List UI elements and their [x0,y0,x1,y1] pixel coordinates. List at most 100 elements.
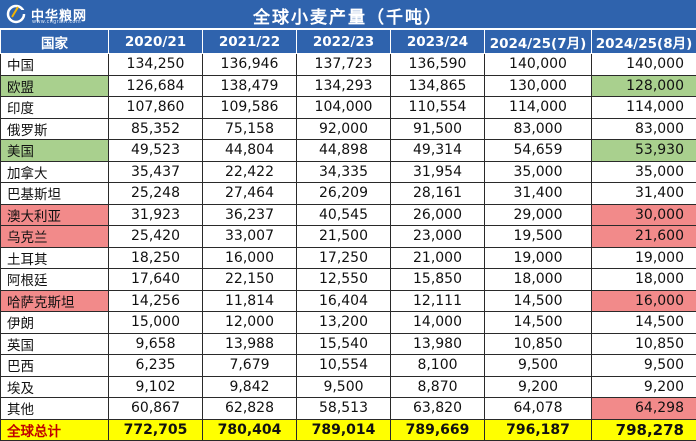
value-cell: 15,540 [297,333,391,355]
value-cell: 53,930 [592,140,696,162]
country-cell: 加拿大 [1,161,109,183]
value-cell: 27,464 [203,183,297,205]
value-cell: 8,870 [391,376,485,398]
wheat-production-table: 国家 2020/21 2021/22 2022/23 2023/24 2024/… [0,29,696,441]
value-cell: 75,158 [203,118,297,140]
value-cell: 19,000 [485,247,592,269]
value-cell: 17,250 [297,247,391,269]
value-cell: 9,500 [485,355,592,377]
column-header: 2023/24 [391,30,485,54]
column-header: 国家 [1,30,109,54]
value-cell: 7,679 [203,355,297,377]
total-value-cell: 780,404 [203,419,297,441]
value-cell: 10,554 [297,355,391,377]
value-cell: 60,867 [109,398,203,420]
total-value-cell: 789,014 [297,419,391,441]
value-cell: 63,820 [391,398,485,420]
value-cell: 136,946 [203,54,297,76]
value-cell: 29,000 [485,204,592,226]
page-title: 全球小麦产量（千吨） [0,3,696,28]
value-cell: 26,209 [297,183,391,205]
value-cell: 14,000 [391,312,485,334]
value-cell: 64,298 [592,398,696,420]
value-cell: 9,200 [592,376,696,398]
country-cell: 中国 [1,54,109,76]
value-cell: 18,250 [109,247,203,269]
value-cell: 8,100 [391,355,485,377]
value-cell: 14,256 [109,290,203,312]
value-cell: 140,000 [592,54,696,76]
country-cell: 阿根廷 [1,269,109,291]
value-cell: 138,479 [203,75,297,97]
value-cell: 21,500 [297,226,391,248]
value-cell: 31,400 [485,183,592,205]
value-cell: 62,828 [203,398,297,420]
country-cell: 巴基斯坦 [1,183,109,205]
value-cell: 109,586 [203,97,297,119]
value-cell: 10,850 [592,333,696,355]
value-cell: 92,000 [297,118,391,140]
value-cell: 19,500 [485,226,592,248]
value-cell: 14,500 [485,312,592,334]
value-cell: 25,248 [109,183,203,205]
value-cell: 9,102 [109,376,203,398]
value-cell: 36,237 [203,204,297,226]
value-cell: 44,804 [203,140,297,162]
value-cell: 18,000 [485,269,592,291]
country-cell: 俄罗斯 [1,118,109,140]
value-cell: 9,842 [203,376,297,398]
value-cell: 107,860 [109,97,203,119]
country-cell: 英国 [1,333,109,355]
value-cell: 49,523 [109,140,203,162]
value-cell: 11,814 [203,290,297,312]
value-cell: 137,723 [297,54,391,76]
value-cell: 114,000 [592,97,696,119]
column-header: 2024/25(7月) [485,30,592,54]
country-cell: 印度 [1,97,109,119]
value-cell: 13,988 [203,333,297,355]
value-cell: 134,250 [109,54,203,76]
value-cell: 91,500 [391,118,485,140]
value-cell: 25,420 [109,226,203,248]
value-cell: 134,865 [391,75,485,97]
country-cell: 巴西 [1,355,109,377]
value-cell: 58,513 [297,398,391,420]
value-cell: 15,000 [109,312,203,334]
value-cell: 35,000 [485,161,592,183]
total-value-cell: 798,278 [592,419,696,441]
value-cell: 110,554 [391,97,485,119]
value-cell: 9,200 [485,376,592,398]
country-cell: 埃及 [1,376,109,398]
country-cell: 哈萨克斯坦 [1,290,109,312]
title-bar: 中华粮网 www.cngrain.com 全球小麦产量（千吨） [0,0,696,29]
column-header: 2022/23 [297,30,391,54]
value-cell: 14,500 [485,290,592,312]
value-cell: 16,000 [203,247,297,269]
value-cell: 114,000 [485,97,592,119]
value-cell: 136,590 [391,54,485,76]
value-cell: 44,898 [297,140,391,162]
country-cell: 土耳其 [1,247,109,269]
country-cell: 美国 [1,140,109,162]
value-cell: 30,000 [592,204,696,226]
total-value-cell: 772,705 [109,419,203,441]
value-cell: 83,000 [592,118,696,140]
value-cell: 64,078 [485,398,592,420]
value-cell: 85,352 [109,118,203,140]
value-cell: 12,550 [297,269,391,291]
